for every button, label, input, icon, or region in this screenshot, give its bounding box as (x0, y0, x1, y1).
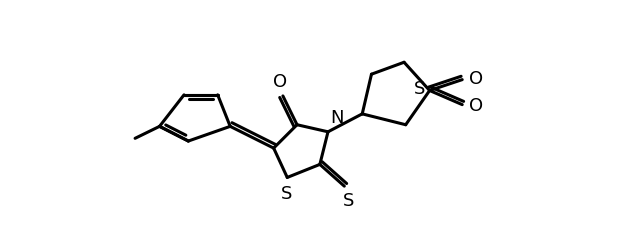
Text: S: S (343, 192, 355, 209)
Text: S: S (280, 185, 292, 203)
Text: S: S (414, 80, 425, 98)
Text: O: O (273, 73, 287, 90)
Text: O: O (468, 70, 483, 87)
Text: N: N (331, 109, 344, 127)
Text: O: O (468, 97, 483, 115)
